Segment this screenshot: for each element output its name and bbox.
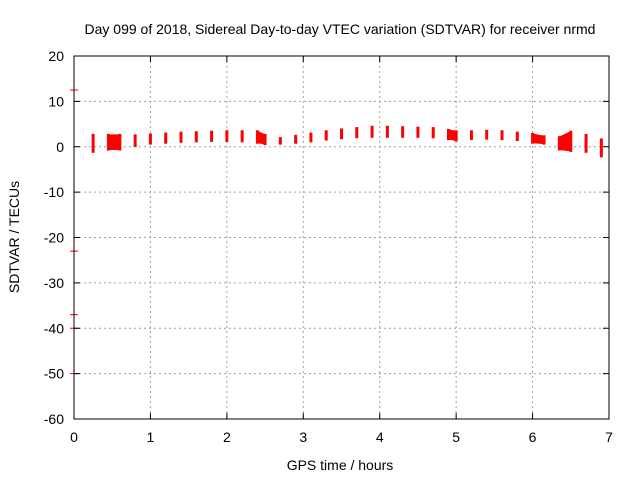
x-tick-label: 0 xyxy=(70,429,78,445)
grid-lines xyxy=(74,56,609,419)
data-band xyxy=(91,125,603,158)
y-tick-labels: 20 10 0 -10 -20 -30 -40 -50 -60 xyxy=(44,48,64,427)
x-tick-labels: 0 1 2 3 4 5 6 7 xyxy=(70,429,613,445)
chart-title: Day 099 of 2018, Sidereal Day-to-day VTE… xyxy=(85,21,596,37)
x-tick-label: 3 xyxy=(299,429,307,445)
data-band-segment xyxy=(531,133,546,145)
y-tick-label: 10 xyxy=(48,93,64,109)
x-tick-label: 7 xyxy=(605,429,613,445)
x-tick-label: 4 xyxy=(376,429,384,445)
y-tick-label: -40 xyxy=(44,320,64,336)
y-tick-label: -20 xyxy=(44,230,64,246)
x-tick-label: 1 xyxy=(147,429,155,445)
y-axis-label: SDTVAR / TECUs xyxy=(6,181,22,293)
y-tick-label: -60 xyxy=(44,411,64,427)
x-tick-label: 2 xyxy=(223,429,231,445)
y-tick-label: 20 xyxy=(48,48,64,64)
data-band-segment xyxy=(107,134,121,151)
y-tick-label: -30 xyxy=(44,275,64,291)
x-axis-label: GPS time / hours xyxy=(287,457,394,473)
data-band-segment xyxy=(558,130,572,152)
y-tick-label: -10 xyxy=(44,184,64,200)
x-tick-label: 5 xyxy=(452,429,460,445)
y-tick-label: -50 xyxy=(44,366,64,382)
x-tick-label: 6 xyxy=(529,429,537,445)
y-tick-label: 0 xyxy=(56,139,64,155)
axis-ticks xyxy=(73,55,610,420)
